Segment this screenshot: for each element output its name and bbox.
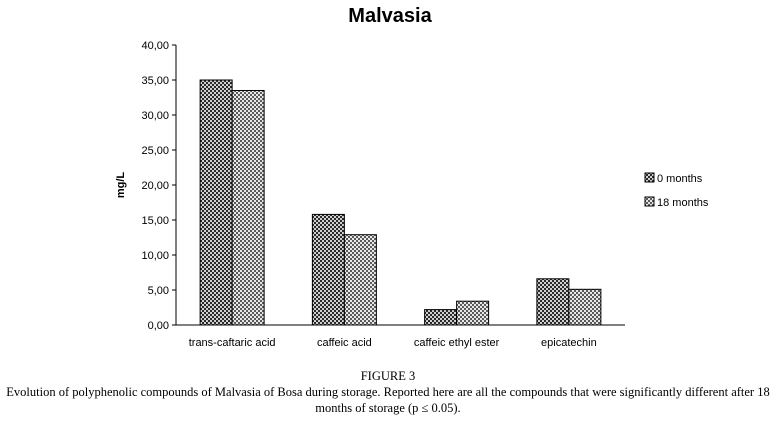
chart-title: Malvasia	[348, 5, 432, 27]
bar-series-1	[311, 213, 345, 326]
legend-label: 0 months	[657, 173, 703, 185]
y-tick-label: 40,00	[141, 40, 169, 52]
bar-chart: Malvasia mg/L 0,00 5,00 10,00 15,00 20,00 25,…	[115, 5, 709, 349]
bar-series-2	[568, 288, 602, 326]
bar-series-1	[199, 79, 233, 326]
bar-series-2	[456, 300, 490, 326]
x-tick-label: caffeic acid	[317, 337, 372, 349]
y-tick-label: 0,00	[148, 320, 169, 332]
x-axis-labels: trans-caftaric acid caffeic acid caffeic e…	[189, 337, 597, 349]
x-tick-label: trans-caftaric acid	[189, 337, 276, 349]
bar-series-2	[343, 234, 377, 326]
bar-series-1	[424, 309, 458, 326]
y-axis-label: mg/L	[115, 172, 127, 199]
caption-text: Evolution of polyphenolic compounds of M…	[6, 385, 770, 415]
legend-label: 18 months	[657, 197, 709, 209]
x-tick-label: caffeic ethyl ester	[414, 337, 500, 349]
legend: 0 months 18 months	[644, 172, 709, 209]
legend-swatch	[644, 172, 655, 183]
y-tick-label: 5,00	[148, 285, 169, 297]
axes	[175, 45, 625, 326]
figure-caption: FIGURE 3 Evolution of polyphenolic compo…	[0, 368, 776, 416]
bar-series-1	[536, 278, 570, 326]
y-tick-label: 20,00	[141, 180, 169, 192]
bar-series-2	[231, 90, 265, 326]
figure-label: FIGURE 3	[360, 369, 416, 383]
y-tick-label: 30,00	[141, 110, 169, 122]
y-tick-label: 10,00	[141, 250, 169, 262]
y-axis-ticks: 0,00 5,00 10,00 15,00 20,00 25,00 30,00 35,00 40…	[141, 40, 176, 332]
legend-swatch	[644, 196, 655, 207]
bars	[199, 79, 602, 326]
x-tick-label: epicatechin	[541, 337, 597, 349]
y-tick-label: 35,00	[141, 75, 169, 87]
y-tick-label: 15,00	[141, 215, 169, 227]
y-tick-label: 25,00	[141, 145, 169, 157]
